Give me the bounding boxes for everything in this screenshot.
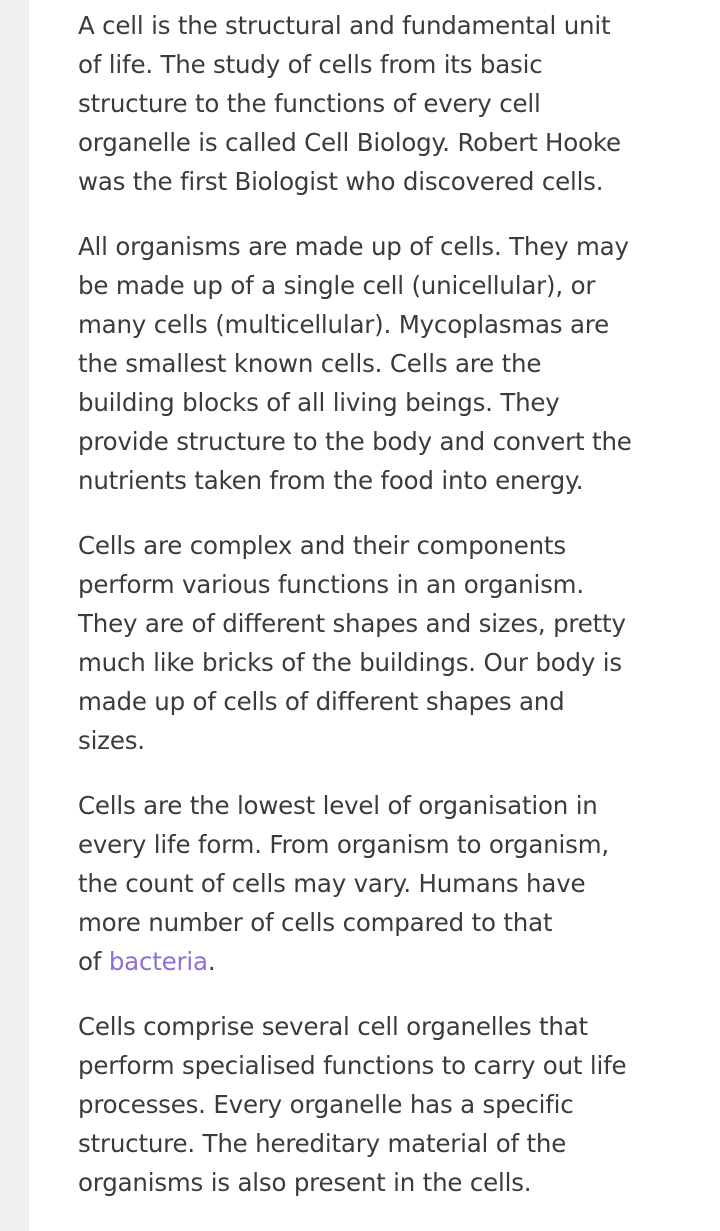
paragraph-4-end: . — [207, 947, 216, 976]
paragraph-3: Cells are complex and their components p… — [78, 531, 626, 755]
paragraph-5: Cells comprise several cell organelles t… — [78, 1012, 627, 1197]
paragraph-1: A cell is the structural and fundamental… — [78, 11, 621, 196]
bacteria-link[interactable]: bacteria — [108, 947, 208, 976]
paragraph-4: Cells are the lowest level of organisati… — [78, 786, 678, 981]
paragraph-4-text: Cells are the lowest level of organisati… — [78, 791, 609, 976]
article-body: A cell is the structural and fundamental… — [78, 6, 678, 1228]
paragraph-2: All organisms are made up of cells. They… — [78, 232, 632, 495]
article-page: A cell is the structural and fundamental… — [29, 0, 720, 1231]
